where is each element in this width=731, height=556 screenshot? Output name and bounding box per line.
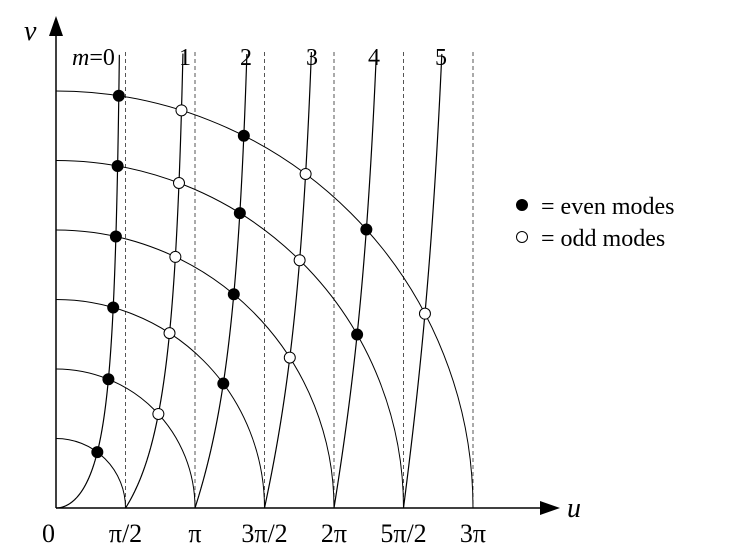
legend-odd-marker <box>517 232 528 243</box>
even-mode-marker-m0-r3 <box>108 302 119 313</box>
odd-mode-marker-m1-r4 <box>170 251 181 262</box>
mode-curve-0 <box>56 55 119 508</box>
x-tick-label-1: π/2 <box>109 519 142 548</box>
mode-curve-2 <box>195 54 247 508</box>
even-mode-marker-m2-r5 <box>234 208 245 219</box>
mode-label-1: 1 <box>179 45 191 71</box>
even-mode-marker-m0-r1 <box>92 447 103 458</box>
x-axis-label: u <box>567 493 581 524</box>
even-mode-marker-m4-r6 <box>361 224 372 235</box>
x-tick-labels: π/2 π 3π/2 2π 5π/2 3π <box>109 519 486 548</box>
x-tick-label-6: 3π <box>460 519 486 548</box>
origin-label: 0 <box>42 519 55 548</box>
mode-curve-1 <box>126 54 183 508</box>
even-mode-marker-m0-r6 <box>113 90 124 101</box>
y-axis-arrow <box>49 16 63 36</box>
y-axis-label: v <box>24 16 37 47</box>
mode-curve-4 <box>334 52 376 508</box>
x-tick-label-2: π <box>188 519 201 548</box>
m-equals-zero: =0 <box>89 45 115 71</box>
even-mode-marker-m0-r2 <box>103 374 114 385</box>
odd-mode-marker-m1-r2 <box>153 408 164 419</box>
odd-mode-marker-m1-r6 <box>176 105 187 116</box>
mode-curve-5 <box>404 54 442 508</box>
even-mode-marker-m2-r3 <box>218 378 229 389</box>
mode-label-3: 3 <box>306 45 318 71</box>
odd-mode-marker-m1-r3 <box>164 328 175 339</box>
even-mode-marker-m0-r5 <box>112 161 123 172</box>
legend-even-text: = even modes <box>541 194 675 220</box>
mode-curve-3 <box>265 52 312 508</box>
mode-labels: 1 2 3 4 5 <box>179 45 447 71</box>
odd-mode-marker-m5-r6 <box>419 308 430 319</box>
dashed-reference-lines <box>126 52 474 508</box>
odd-mode-marker-m1-r5 <box>173 177 184 188</box>
x-tick-label-3: 3π/2 <box>241 519 287 548</box>
odd-mode-marker-m3-r4 <box>284 352 295 363</box>
x-axis-arrow <box>540 501 560 515</box>
legend-even-marker <box>517 200 528 211</box>
mode-label-5: 5 <box>435 45 447 71</box>
mode-curves <box>56 52 442 508</box>
x-tick-label-5: 5π/2 <box>380 519 426 548</box>
x-tick-label-4: 2π <box>321 519 347 548</box>
even-mode-marker-m4-r5 <box>352 329 363 340</box>
legend-odd-text: = odd modes <box>541 226 665 252</box>
mode-label-2: 2 <box>240 45 252 71</box>
legend: = even modes = odd modes <box>517 194 675 252</box>
odd-mode-marker-m3-r6 <box>300 168 311 179</box>
mode-label-0: m=0 <box>72 45 115 71</box>
even-mode-marker-m2-r6 <box>238 130 249 141</box>
even-mode-marker-m2-r4 <box>228 289 239 300</box>
mode-label-4: 4 <box>368 45 380 71</box>
odd-mode-marker-m3-r5 <box>294 255 305 266</box>
even-mode-marker-m0-r4 <box>110 231 121 242</box>
m-variable: m <box>72 45 89 71</box>
